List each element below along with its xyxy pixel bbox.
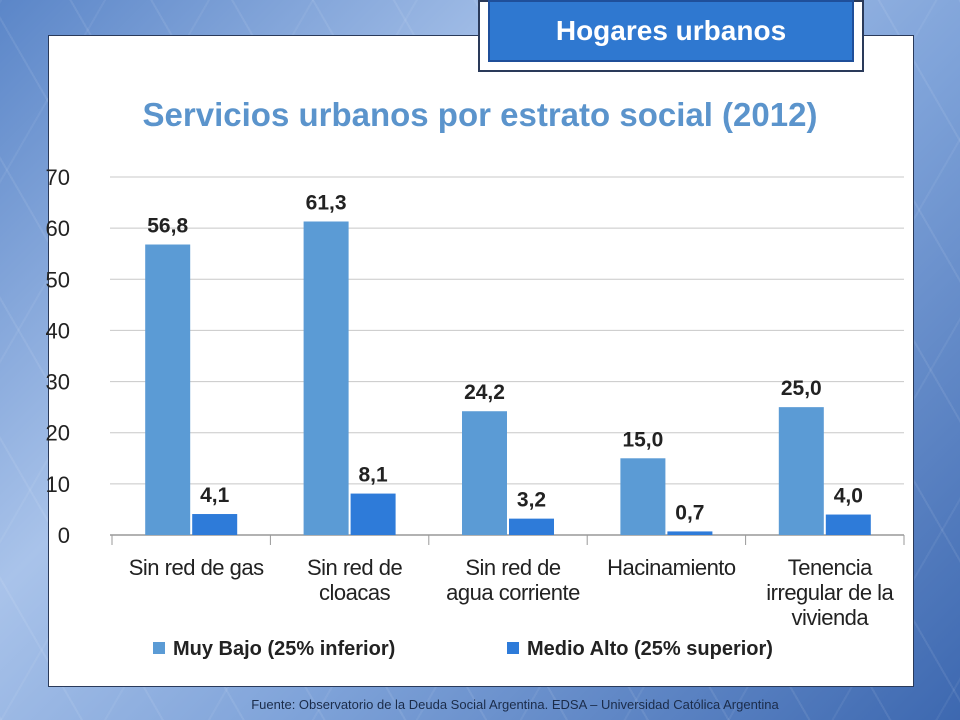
x-category-label: cloacas xyxy=(319,580,391,605)
bar xyxy=(462,411,507,535)
data-label: 25,0 xyxy=(781,377,822,400)
x-category-label: Sin red de xyxy=(465,555,561,580)
bar xyxy=(667,531,713,535)
slide-panel xyxy=(48,35,914,687)
legend-swatch xyxy=(507,642,519,654)
x-category-label: Hacinamiento xyxy=(607,555,736,580)
y-tick-label: 60 xyxy=(46,216,70,241)
data-label: 0,7 xyxy=(675,501,704,524)
bar xyxy=(620,458,666,535)
data-label: 15,0 xyxy=(622,428,663,451)
bar xyxy=(778,407,824,535)
section-badge: Hogares urbanos xyxy=(478,0,864,72)
y-tick-label: 50 xyxy=(46,267,70,292)
x-category-label: Sin red de gas xyxy=(129,555,264,580)
bar xyxy=(350,493,396,535)
data-label: 4,1 xyxy=(200,484,230,507)
legend-swatch xyxy=(153,642,165,654)
source-note: Fuente: Observatorio de la Deuda Social … xyxy=(251,697,779,712)
x-category-label: Sin red de xyxy=(307,555,403,580)
x-category-label: Tenencia xyxy=(788,555,873,580)
legend-label: Medio Alto (25% superior) xyxy=(527,638,773,660)
chart-title: Servicios urbanos por estrato social (20… xyxy=(142,96,818,133)
y-tick-label: 0 xyxy=(58,523,70,548)
data-label: 56,8 xyxy=(147,215,188,238)
data-label: 8,1 xyxy=(358,464,388,487)
x-category-label: vivienda xyxy=(791,605,869,630)
bar xyxy=(509,518,554,535)
x-category-label: agua corriente xyxy=(446,580,580,605)
bar xyxy=(825,514,871,535)
y-tick-label: 30 xyxy=(46,370,70,395)
bar xyxy=(145,244,191,535)
y-tick-label: 40 xyxy=(46,318,70,343)
data-label: 4,0 xyxy=(834,485,863,508)
bar xyxy=(303,221,349,535)
y-tick-label: 20 xyxy=(46,421,70,446)
y-tick-label: 70 xyxy=(46,165,70,190)
x-category-label: irregular de la xyxy=(766,580,894,605)
y-tick-label: 10 xyxy=(46,472,70,497)
data-label: 61,3 xyxy=(306,191,347,214)
data-label: 24,2 xyxy=(464,381,505,404)
bar xyxy=(192,514,238,535)
data-label: 3,2 xyxy=(517,489,546,512)
section-badge-label: Hogares urbanos xyxy=(488,0,854,62)
legend-label: Muy Bajo (25% inferior) xyxy=(173,638,395,660)
